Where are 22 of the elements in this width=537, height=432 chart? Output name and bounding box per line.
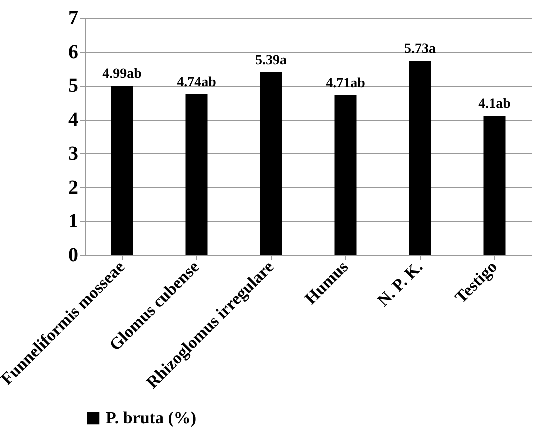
y-tick-label: 0 bbox=[68, 244, 78, 266]
data-label: 4.1ab bbox=[478, 97, 512, 112]
data-label: 4.74ab bbox=[177, 76, 217, 91]
data-label: 5.73a bbox=[404, 42, 436, 57]
data-label: 5.39a bbox=[256, 54, 287, 69]
y-tick-label: 4 bbox=[68, 109, 78, 132]
y-tick-label: 6 bbox=[68, 41, 78, 64]
bar bbox=[186, 94, 208, 255]
y-tick-label: 7 bbox=[68, 8, 78, 30]
y-tick-label: 3 bbox=[68, 142, 78, 165]
y-tick-label: 2 bbox=[68, 176, 78, 199]
bar bbox=[334, 96, 357, 255]
bar bbox=[111, 86, 134, 255]
bar bbox=[260, 72, 282, 255]
y-tick-label: 5 bbox=[68, 75, 78, 98]
x-tick-label: N. P. K. bbox=[374, 257, 427, 310]
bar bbox=[484, 116, 506, 255]
bar bbox=[409, 61, 432, 255]
data-label: 4.99ab bbox=[102, 67, 142, 82]
legend-label: P. bruta (%) bbox=[106, 408, 197, 428]
data-label: 4.71ab bbox=[326, 76, 366, 92]
y-tick-label: 1 bbox=[68, 210, 78, 233]
